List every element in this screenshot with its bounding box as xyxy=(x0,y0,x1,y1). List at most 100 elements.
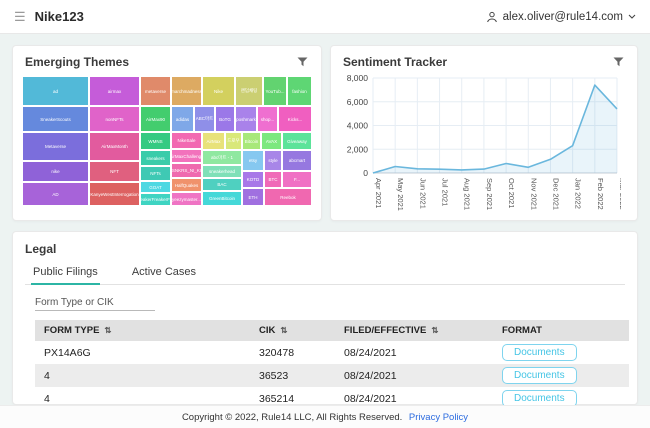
tab-public-filings[interactable]: Public Filings xyxy=(31,263,100,285)
privacy-policy-link[interactable]: Privacy Policy xyxy=(409,412,468,423)
documents-button[interactable]: Documents xyxy=(502,367,577,384)
treemap-tile[interactable]: ad xyxy=(22,76,89,106)
treemap-tile[interactable]: GOAT xyxy=(140,181,171,193)
treemap-tile[interactable]: sneakers xyxy=(140,150,171,166)
filter-icon[interactable] xyxy=(612,56,625,68)
treemap-tile[interactable]: Giveaway xyxy=(282,132,312,150)
treemap-tile[interactable]: style xyxy=(264,150,282,171)
treemap-tile[interactable]: Bitcoin xyxy=(242,132,261,150)
treemap-tile[interactable]: BAC xyxy=(202,178,242,191)
treemap-tile[interactable]: shop... xyxy=(257,106,278,132)
treemap-tile[interactable]: SNKRS_NI_KI xyxy=(171,163,202,178)
treemap-tile[interactable]: SneakerScouts xyxy=(22,106,89,132)
svg-text:Jan 2022: Jan 2022 xyxy=(574,178,583,209)
treemap-tile[interactable]: nonNFTs xyxy=(89,106,140,132)
treemap-tile[interactable]: AirMax xyxy=(202,132,225,150)
treemap-tile[interactable]: AVAX xyxy=(261,132,282,150)
treemap-tile[interactable]: sneakerhead xyxy=(202,165,242,178)
table-cell: 320478 xyxy=(250,341,335,364)
main-content: Emerging Themes adSneakerScoutsMetaverse… xyxy=(0,34,650,405)
svg-text:Sep 2021: Sep 2021 xyxy=(485,178,494,210)
treemap-tile[interactable]: BTC xyxy=(264,171,282,188)
tab-active-cases[interactable]: Active Cases xyxy=(130,263,198,284)
user-icon xyxy=(486,11,498,23)
svg-text:0: 0 xyxy=(363,168,368,178)
treemap-tile[interactable]: AirMaxChallenge xyxy=(171,149,202,163)
treemap-tile[interactable]: NikeSale xyxy=(171,132,202,149)
sort-icon[interactable]: ⇅ xyxy=(431,325,438,335)
treemap-tile[interactable]: etsy xyxy=(242,150,264,171)
treemap-tile[interactable]: fashion xyxy=(287,76,312,106)
svg-text:6,000: 6,000 xyxy=(347,97,369,107)
form-type-filter-field xyxy=(35,292,625,311)
svg-text:8,000: 8,000 xyxy=(347,73,369,83)
treemap-tile[interactable]: adidas xyxy=(171,106,194,132)
column-header[interactable]: FILED/EFFECTIVE⇅ xyxy=(335,320,493,341)
table-cell: PX14A6G xyxy=(35,341,250,364)
emerging-themes-card: Emerging Themes adSneakerScoutsMetaverse… xyxy=(12,45,322,221)
treemap-tile[interactable]: BoTG xyxy=(215,106,235,132)
sort-icon[interactable]: ⇅ xyxy=(280,325,287,335)
brand-logo[interactable]: Nike123 xyxy=(35,9,84,24)
treemap-tile[interactable]: marchmadness xyxy=(171,76,202,106)
treemap-tile[interactable]: WMNS xyxy=(140,132,171,150)
emerging-themes-title: Emerging Themes xyxy=(25,55,129,69)
treemap-tile[interactable]: Kicks... xyxy=(278,106,312,132)
menu-icon[interactable]: ☰ xyxy=(14,9,26,25)
table-row: PX14A6G32047808/24/2021 Documents xyxy=(35,341,629,364)
treemap-tile[interactable]: abcmart xyxy=(282,150,312,171)
treemap-tile[interactable]: HalfQuakes xyxy=(171,178,202,192)
svg-text:Mar 2022: Mar 2022 xyxy=(618,178,621,210)
treemap-tile[interactable]: abc마트 - 1 xyxy=(202,150,242,165)
chevron-down-icon xyxy=(628,14,636,19)
treemap-tile[interactable]: SneakerFreakerFam xyxy=(140,193,171,206)
form-type-cik-input[interactable] xyxy=(35,295,155,311)
column-header: FORMAT xyxy=(493,320,629,341)
treemap-tile[interactable]: AirMaxMonth xyxy=(89,132,140,161)
treemap-tile[interactable]: F... xyxy=(282,171,312,188)
svg-text:Aug 2021: Aug 2021 xyxy=(463,178,472,210)
treemap-tile[interactable]: nike xyxy=(22,161,89,182)
svg-text:May 2021: May 2021 xyxy=(396,178,405,211)
filings-table-header: FORM TYPE⇅CIK⇅FILED/EFFECTIVE⇅FORMAT xyxy=(35,320,629,341)
treemap-tile[interactable]: ABC마트 xyxy=(194,106,215,132)
treemap-tile[interactable]: 드로우 xyxy=(225,132,242,150)
treemap-tile[interactable]: Metaverse xyxy=(22,132,89,161)
legal-section-title: Legal xyxy=(25,242,625,256)
column-header[interactable]: FORM TYPE⇅ xyxy=(35,320,250,341)
filter-icon[interactable] xyxy=(296,56,309,68)
treemap-tile[interactable]: metaverse xyxy=(140,76,171,106)
treemap-tile[interactable]: Reebok xyxy=(264,188,312,206)
user-menu[interactable]: alex.oliver@rule14.com xyxy=(486,11,636,23)
treemap-tile[interactable]: AD xyxy=(22,182,89,206)
treemap-tile[interactable]: NFTs xyxy=(140,166,171,181)
documents-button[interactable]: Documents xyxy=(502,344,577,361)
treemap-tile[interactable]: AirMax90 xyxy=(140,106,171,132)
legal-tabs: Public Filings Active Cases xyxy=(25,263,625,285)
svg-text:2,000: 2,000 xyxy=(347,144,369,154)
table-row: 43652308/24/2021Documents xyxy=(35,364,629,387)
column-header[interactable]: CIK⇅ xyxy=(250,320,335,341)
treemap-tile[interactable]: airmax xyxy=(89,76,140,106)
treemap-tile[interactable]: poshmark xyxy=(235,106,257,132)
sentiment-line-chart: 02,0004,0006,0008,000Apr 2021May 2021Jun… xyxy=(331,73,637,220)
top-navbar: ☰ Nike123 alex.oliver@rule14.com xyxy=(0,0,650,34)
table-cell: 4 xyxy=(35,364,250,387)
treemap-tile[interactable]: GreenBitcoin xyxy=(202,191,242,206)
treemap-tile[interactable]: YouTub... xyxy=(263,76,287,106)
treemap-tile[interactable]: NFT xyxy=(89,161,140,182)
legal-card: Legal Public Filings Active Cases FORM T… xyxy=(12,231,638,405)
sentiment-tracker-card: Sentiment Tracker 02,0004,0006,0008,000A… xyxy=(330,45,638,221)
treemap-tile[interactable]: Nike xyxy=(202,76,235,106)
svg-text:4,000: 4,000 xyxy=(347,121,369,131)
treemap-tile[interactable]: KOTD xyxy=(242,171,264,188)
svg-text:Jun 2021: Jun 2021 xyxy=(418,178,427,209)
treemap-tile[interactable]: 랜덤채팅 xyxy=(235,76,263,106)
treemap-tile[interactable]: KanyeWestInterrogation xyxy=(89,182,140,206)
sort-icon[interactable]: ⇅ xyxy=(104,325,111,335)
treemap-tile[interactable]: yeezymaster... xyxy=(171,192,202,206)
table-cell: 08/24/2021 xyxy=(335,341,493,364)
copyright-text: Copyright © 2022, Rule14 LLC, All Rights… xyxy=(182,412,402,423)
svg-text:Jul 2021: Jul 2021 xyxy=(441,178,450,206)
treemap-tile[interactable]: ETH xyxy=(242,188,264,206)
